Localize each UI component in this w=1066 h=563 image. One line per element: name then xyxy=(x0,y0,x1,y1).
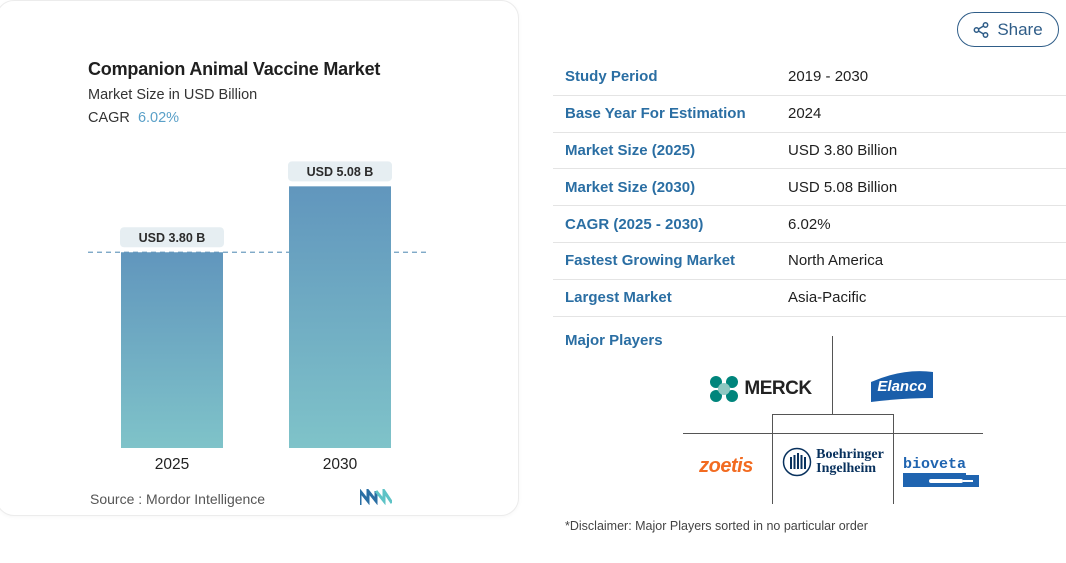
x-tick-label: 2030 xyxy=(323,456,358,473)
share-button[interactable]: Share xyxy=(957,12,1059,47)
row-value: USD 3.80 Billion xyxy=(788,141,898,159)
cagr-line: CAGR 6.02% xyxy=(88,110,179,126)
divider xyxy=(893,414,894,504)
table-row: CAGR (2025 - 2030) 6.02% xyxy=(553,206,1066,243)
table-row: Market Size (2030) USD 5.08 Billion xyxy=(553,169,1066,207)
x-tick-label: 2025 xyxy=(155,456,189,473)
table-row: Market Size (2025) USD 3.80 Billion xyxy=(553,133,1066,170)
table-row: Largest Market Asia-Pacific xyxy=(553,280,1066,317)
major-players-grid: MERCK Elanco zoetis Boehringer Ingelheim… xyxy=(683,336,983,504)
merck-mark-icon xyxy=(710,376,739,402)
chart-subtitle: Market Size in USD Billion xyxy=(88,87,258,103)
row-label: Fastest Growing Market xyxy=(565,252,736,270)
table-row: Study Period 2019 - 2030 xyxy=(553,59,1066,96)
data-label: USD 5.08 B xyxy=(307,165,374,179)
share-icon xyxy=(973,21,989,38)
bioveta-name: bioveta xyxy=(903,455,967,475)
row-value: USD 5.08 Billion xyxy=(788,178,898,196)
row-label: Market Size (2030) xyxy=(565,178,696,196)
divider xyxy=(683,433,983,434)
merck-name: MERCK xyxy=(744,378,812,399)
elanco-name: Elanco xyxy=(877,377,927,395)
bioveta-mark-icon xyxy=(903,474,979,487)
divider xyxy=(832,336,833,414)
bar-2030 xyxy=(289,186,391,448)
data-label-bg xyxy=(288,161,392,182)
boehringer-mark-icon xyxy=(782,447,812,477)
cagr-value: 6.02% xyxy=(137,110,180,126)
row-value: 2019 - 2030 xyxy=(788,68,869,86)
row-value: North America xyxy=(788,252,884,270)
row-label: CAGR (2025 - 2030) xyxy=(565,215,704,233)
elanco-mark-icon xyxy=(871,371,933,402)
elanco-logo[interactable]: Elanco xyxy=(869,370,935,402)
boehringer-ingelheim-logo[interactable]: Boehringer Ingelheim xyxy=(777,444,889,480)
major-players-title: Major Players xyxy=(565,332,663,349)
chart-card xyxy=(0,0,519,516)
boehringer-name: Boehringer Ingelheim xyxy=(816,447,884,476)
bar-2025 xyxy=(121,252,223,448)
data-label-bg xyxy=(120,227,224,248)
disclaimer: *Disclaimer: Major Players sorted in no … xyxy=(565,519,868,533)
row-label: Study Period xyxy=(565,68,658,86)
data-label: USD 3.80 B xyxy=(139,231,206,245)
table-row: Fastest Growing Market North America xyxy=(553,243,1066,280)
share-label: Share xyxy=(997,19,1043,39)
merck-logo[interactable]: MERCK xyxy=(705,372,815,406)
market-info-table: Study Period 2019 - 2030 Base Year For E… xyxy=(553,59,1066,317)
row-label: Market Size (2025) xyxy=(565,141,696,159)
zoetis-name: zoetis xyxy=(699,454,753,477)
source-note: Source : Mordor Intelligence xyxy=(90,491,266,507)
mordor-intelligence-logo-icon xyxy=(358,486,394,510)
bioveta-logo[interactable]: bioveta xyxy=(903,454,979,488)
row-value: 2024 xyxy=(788,105,822,123)
cagr-label: CAGR xyxy=(88,110,130,126)
divider xyxy=(772,414,773,504)
bar-chart: USD 3.80 B 2025 USD 5.08 B 2030 xyxy=(88,161,428,473)
zoetis-logo[interactable]: zoetis xyxy=(691,452,761,480)
row-label: Base Year For Estimation xyxy=(565,105,746,123)
row-value: Asia-Pacific xyxy=(788,289,867,307)
chart-title: Companion Animal Vaccine Market xyxy=(88,59,381,79)
table-row: Base Year For Estimation 2024 xyxy=(553,96,1066,133)
divider xyxy=(772,414,894,415)
row-label: Largest Market xyxy=(565,289,672,307)
row-value: 6.02% xyxy=(788,215,831,233)
